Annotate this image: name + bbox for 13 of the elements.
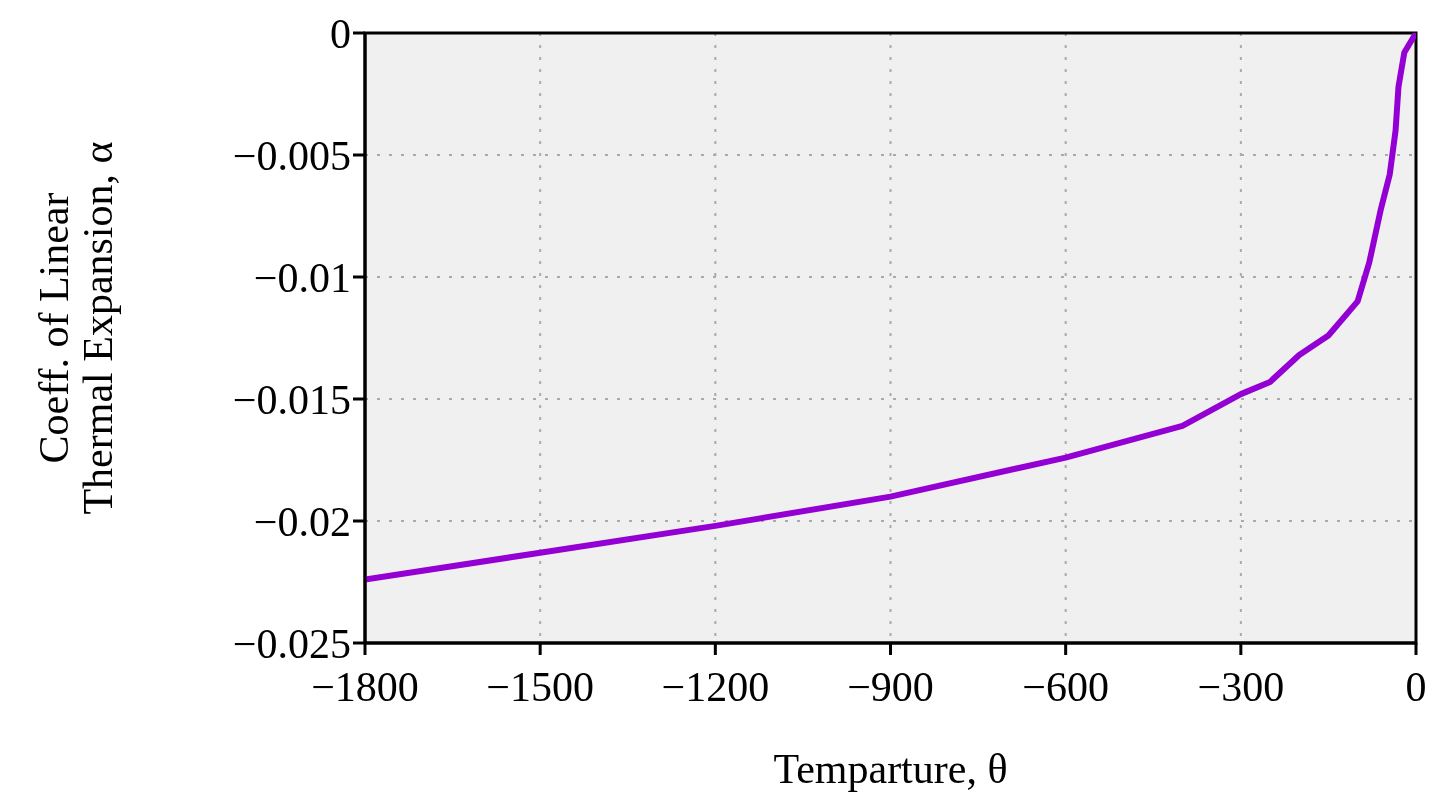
x-tick-label: 0 <box>1405 663 1427 710</box>
y-tick-label: −0.02 <box>253 498 351 545</box>
x-tick-label: −300 <box>1197 663 1285 710</box>
x-tick-label: −900 <box>847 663 934 710</box>
x-tick-label: −1500 <box>486 663 595 710</box>
y-tick-label: −0.005 <box>232 132 351 179</box>
y-tick-label: −0.01 <box>253 254 351 301</box>
x-tick-label: −600 <box>1022 663 1110 710</box>
y-tick-label: 0 <box>330 10 351 57</box>
y-tick-label: −0.015 <box>232 376 351 423</box>
x-tick-label: −1200 <box>661 663 770 710</box>
x-axis-title: Temparture, θ <box>773 746 1008 792</box>
y-axis-title: Coeff. of Linear Thermal Expansion, α <box>31 141 121 515</box>
